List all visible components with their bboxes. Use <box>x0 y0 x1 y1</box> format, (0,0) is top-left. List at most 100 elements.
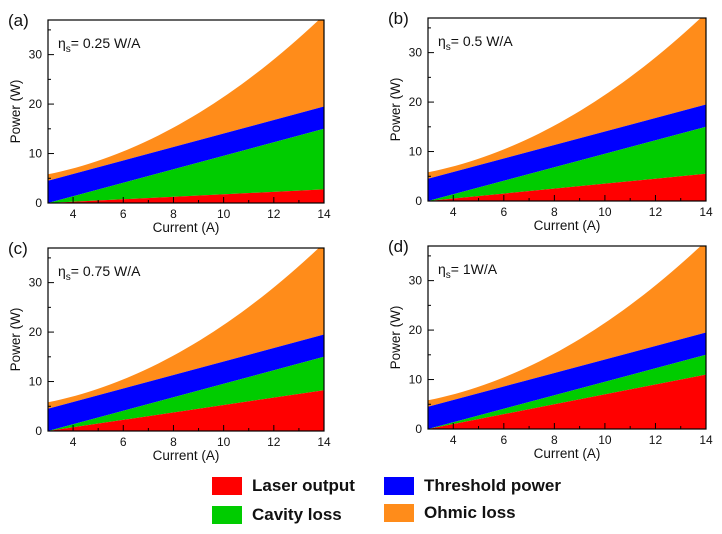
panel-d-ytick-label-10: 10 <box>409 373 423 387</box>
panel-d-ytick-label-30: 30 <box>409 274 423 288</box>
panel-d-xtick-label-6: 6 <box>500 433 507 447</box>
legend-item-ohmic: Ohmic loss <box>384 503 516 523</box>
panel-d-xtick-label-14: 14 <box>699 433 713 447</box>
panel-b-ytick-label-0: 0 <box>415 194 422 208</box>
panel-d-ylabel: Power (W) <box>388 306 403 370</box>
legend-item-laser: Laser output <box>212 476 355 496</box>
panel-d-ytick-label-20: 20 <box>409 323 423 337</box>
panel-a-ytick-label-20: 20 <box>29 97 43 111</box>
panel-a-ytick-label-10: 10 <box>29 147 43 161</box>
panel-c-annotation-eta: η <box>58 263 66 279</box>
panel-a-annotation-eta: η <box>58 35 66 51</box>
legend-item-threshold: Threshold power <box>384 476 561 496</box>
panel-c-laser-output-area <box>48 390 324 431</box>
panel-b-xtick-label-6: 6 <box>500 205 507 219</box>
legend-label-threshold: Threshold power <box>424 476 561 495</box>
panel-a-annotation: ηs= 0.25 W/A <box>58 35 141 55</box>
panel-c-ytick-label-20: 20 <box>29 325 43 339</box>
panel-a-xtick-label-6: 6 <box>120 207 127 221</box>
panel-a-annotation-value: = 0.25 W/A <box>71 35 141 51</box>
panel-c-threshold-power-area <box>48 334 324 431</box>
panel-b-laser-output-area <box>428 173 706 201</box>
panel-d-annotation-sub: s <box>446 270 451 281</box>
panel-a-annotation-sub: s <box>66 44 71 55</box>
panel-b: 4 6 8 10 12 14 0 10 20 30 Current (A) Power (W) (b) η… <box>388 9 713 233</box>
panel-c-areas <box>48 248 324 431</box>
panel-a-ytick-label-30: 30 <box>29 48 43 62</box>
panel-c-cavity-loss-area <box>48 356 324 431</box>
legend-swatch-cavity <box>212 506 242 524</box>
panel-c-ytick-label-0: 0 <box>35 424 42 438</box>
panel-b-axes-frame <box>427 17 707 202</box>
legend: Laser output Cavity loss Threshold power… <box>212 472 592 528</box>
panel-d-annotation-eta: η <box>438 261 446 277</box>
panel-b-ylabel: Power (W) <box>388 78 403 142</box>
panel-d-letter: (d) <box>388 237 409 256</box>
panel-a-laser-output-area <box>48 189 324 203</box>
panel-c-xtick-label-6: 6 <box>120 435 127 449</box>
panel-a-axes-frame <box>47 19 325 204</box>
panel-b-letter: (b) <box>388 9 409 28</box>
panel-d: 4 6 8 10 12 14 0 10 20 30 Current (A) Power (W) (d) η… <box>388 237 713 461</box>
panel-c-ytick-label-30: 30 <box>29 276 43 290</box>
panel-a-xtick-label-8: 8 <box>170 207 177 221</box>
panel-b-ohmic-loss-area <box>428 18 706 179</box>
panel-c-annotation: ηs= 0.75 W/A <box>58 263 141 283</box>
panel-a-xtick-label-12: 12 <box>267 207 281 221</box>
legend-label-laser: Laser output <box>252 476 355 495</box>
panel-c-ohmic-loss-area <box>48 248 324 409</box>
panel-d-cavity-loss-area <box>428 354 706 429</box>
legend-swatch-ohmic <box>384 504 414 522</box>
panel-c-xtick-label-12: 12 <box>267 435 281 449</box>
panel-d-annotation-value: = 1W/A <box>451 261 498 277</box>
panel-a-xtick-label-10: 10 <box>217 207 231 221</box>
panel-b-areas <box>428 18 706 201</box>
panel-c-xtick-label-14: 14 <box>317 435 331 449</box>
panel-d-ytick-label-0: 0 <box>415 422 422 436</box>
panel-b-cavity-loss-area <box>428 126 706 201</box>
panel-d-annotation: ηs= 1W/A <box>438 261 498 281</box>
legend-swatch-laser <box>212 477 242 495</box>
panel-a-cavity-loss-area <box>48 128 324 203</box>
panel-d-areas <box>428 246 706 429</box>
panel-a-ylabel: Power (W) <box>8 80 23 144</box>
panel-d-axes-frame <box>427 245 707 430</box>
panel-c-letter: (c) <box>8 239 28 258</box>
panel-a: 4 6 8 10 12 14 0 10 20 30 Current (A) Power (W) (a) η… <box>8 11 331 235</box>
panel-a-areas <box>48 20 324 203</box>
legend-item-cavity: Cavity loss <box>212 505 342 525</box>
panel-a-xtick-label-4: 4 <box>70 207 77 221</box>
panel-c-axes-frame <box>47 247 325 432</box>
panel-d-xlabel: Current (A) <box>534 446 601 461</box>
panel-b-annotation-sub: s <box>446 42 451 53</box>
panel-d-xtick-label-12: 12 <box>649 433 663 447</box>
panel-b-xtick-label-8: 8 <box>551 205 558 219</box>
panel-b-xtick-label-10: 10 <box>598 205 612 219</box>
panel-c-annotation-value: = 0.75 W/A <box>71 263 141 279</box>
panel-c-xtick-label-4: 4 <box>70 435 77 449</box>
panel-d-laser-output-area <box>428 374 706 429</box>
panel-d-threshold-power-area <box>428 332 706 429</box>
panel-c-xlabel: Current (A) <box>153 448 220 463</box>
panel-b-ytick-label-30: 30 <box>409 46 423 60</box>
panel-d-xtick-label-4: 4 <box>450 433 457 447</box>
panel-a-ohmic-loss-area <box>48 20 324 181</box>
panel-a-letter: (a) <box>8 11 29 30</box>
panel-c-ylabel: Power (W) <box>8 308 23 372</box>
legend-label-ohmic: Ohmic loss <box>424 503 516 522</box>
panel-b-ytick-label-20: 20 <box>409 95 423 109</box>
panel-b-threshold-power-area <box>428 104 706 201</box>
panel-b-xtick-label-4: 4 <box>450 205 457 219</box>
panel-b-xtick-label-12: 12 <box>649 205 663 219</box>
panel-b-annotation-value: = 0.5 W/A <box>451 33 514 49</box>
panel-a-xlabel: Current (A) <box>153 220 220 235</box>
panel-b-ytick-label-10: 10 <box>409 145 423 159</box>
panel-d-ohmic-loss-area <box>428 246 706 407</box>
panel-c-xtick-label-8: 8 <box>170 435 177 449</box>
panel-c-ytick-label-10: 10 <box>29 375 43 389</box>
panel-c-annotation-sub: s <box>66 272 71 283</box>
panel-b-annotation-eta: η <box>438 33 446 49</box>
panel-b-xtick-label-14: 14 <box>699 205 713 219</box>
legend-label-cavity: Cavity loss <box>252 505 342 524</box>
